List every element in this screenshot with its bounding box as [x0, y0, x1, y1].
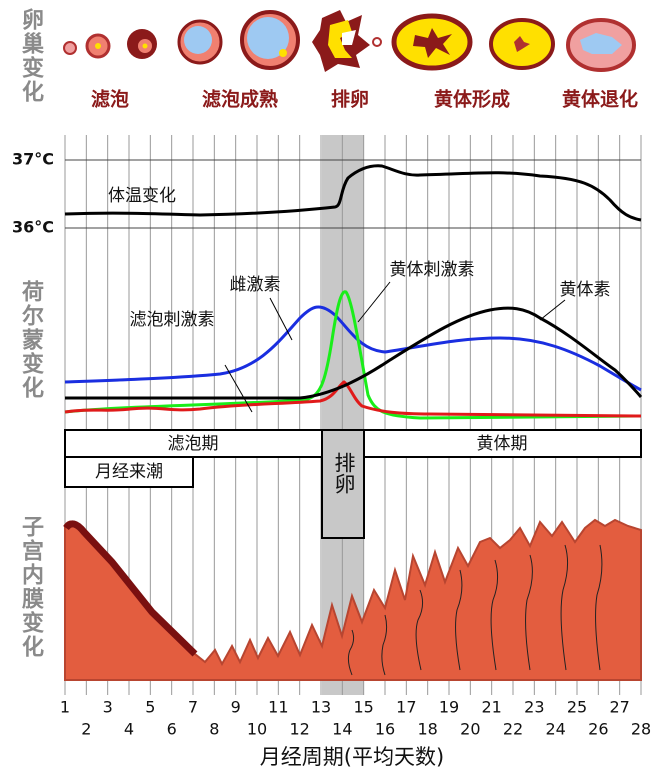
curve-label: 雌激素: [230, 275, 281, 295]
lh-pointer: [357, 281, 391, 323]
curve-label: 黄体刺激素: [390, 260, 475, 280]
curve-label: 体温变化: [108, 186, 176, 206]
fsh-curve: [64, 380, 642, 418]
day-label: 19: [439, 698, 459, 717]
phase-label: 黄体期: [477, 434, 528, 454]
stage-label: 黄体退化: [562, 88, 638, 111]
temperature-curve: [64, 164, 642, 222]
fsh-pointer: [224, 364, 253, 413]
hormone-title: 荷尔蒙变化: [18, 280, 44, 400]
stage-label: 排卵: [331, 88, 369, 111]
ovary-title: 卵巢变化: [18, 8, 45, 104]
day-label: 12: [289, 720, 309, 739]
day-label: 8: [209, 720, 219, 739]
day-label: 26: [588, 720, 608, 739]
day-label: 6: [167, 720, 177, 739]
day-label: 15: [353, 698, 373, 717]
day-label: 21: [481, 698, 501, 717]
day-label: 23: [524, 698, 544, 717]
progesterone-pointer: [539, 299, 566, 321]
curve-label: 黄体素: [560, 280, 611, 300]
temp-tick: 37°C: [12, 150, 54, 169]
day-label: 2: [81, 720, 91, 739]
shed-layer: [63, 520, 198, 657]
stage-label: 黄体形成: [434, 88, 510, 111]
day-label: 10: [247, 720, 267, 739]
phase-label: 滤泡期: [168, 434, 219, 454]
ovary-icons: [63, 10, 636, 72]
progesterone-curve: [65, 306, 643, 400]
day-label: 4: [124, 720, 134, 739]
day-label: 22: [503, 720, 523, 739]
day-label: 20: [460, 720, 480, 739]
menstruation-bar: [64, 456, 194, 488]
curve-label: 滤泡刺激素: [130, 310, 215, 330]
luteal-bar: [363, 429, 642, 458]
endometrium-title: 子宫内膜变化: [18, 515, 44, 659]
day-label: 27: [609, 698, 629, 717]
phase-label: 排卵: [332, 452, 356, 494]
x-axis-title: 月经周期(平均天数): [260, 745, 444, 769]
stage-label: 滤泡成熟: [202, 88, 278, 111]
follicular-bar: [64, 429, 323, 458]
stage-label: 滤泡: [91, 88, 129, 111]
temp-tick: 36°C: [12, 218, 54, 237]
day-label: 9: [231, 698, 241, 717]
ovulation-bar: [321, 429, 365, 539]
day-label: 7: [188, 698, 198, 717]
day-label: 18: [417, 720, 437, 739]
day-label: 17: [396, 698, 416, 717]
day-label: 24: [545, 720, 565, 739]
day-label: 13: [311, 698, 331, 717]
day-label: 5: [145, 698, 155, 717]
day-label: 28: [631, 720, 651, 739]
lh-curve: [64, 290, 642, 420]
day-label: 16: [375, 720, 395, 739]
estrogen-pointer: [269, 297, 293, 341]
day-label: 3: [103, 698, 113, 717]
day-label: 1: [60, 698, 70, 717]
glands: [347, 544, 603, 676]
estrogen-curve: [64, 305, 642, 392]
day-label: 11: [268, 698, 288, 717]
phase-label: 月经来潮: [95, 462, 163, 482]
day-label: 14: [332, 720, 352, 739]
day-label: 25: [567, 698, 587, 717]
